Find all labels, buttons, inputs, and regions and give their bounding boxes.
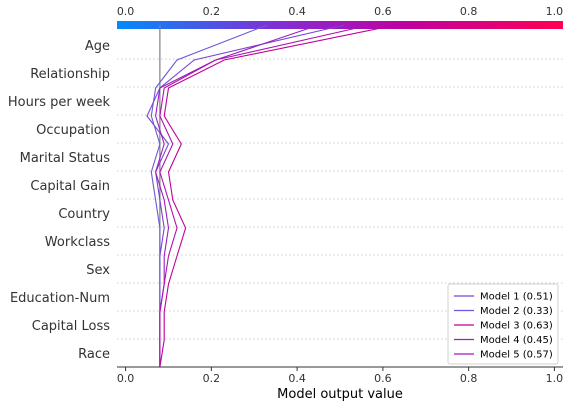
feature-label: Workclass <box>45 235 110 250</box>
model-line-4 <box>155 24 319 367</box>
bottom-tick-label: 0.0 <box>117 372 135 385</box>
model-line-5 <box>159 24 371 367</box>
feature-label: Hours per week <box>8 95 111 110</box>
legend-entry: Model 2 (0.33) <box>480 306 553 317</box>
top-tick-label: 0.0 <box>117 5 135 18</box>
legend-frame <box>447 283 559 365</box>
feature-label: Sex <box>86 263 110 278</box>
bottom-tick-label: 0.8 <box>460 372 478 385</box>
feature-label: Capital Loss <box>32 319 110 334</box>
model-line-2 <box>150 24 268 367</box>
feature-label: Country <box>58 207 110 222</box>
model-lines <box>146 24 396 368</box>
legend-entry: Model 1 (0.51) <box>480 292 553 303</box>
bottom-tick-label: 1.0 <box>546 372 564 385</box>
top-tick-label: 1.0 <box>546 5 564 18</box>
colorbar <box>117 21 563 29</box>
bottom-tick-labels: 0.0 0.2 0.4 0.6 0.8 1.0 <box>117 367 563 385</box>
feature-label: Occupation <box>36 123 110 138</box>
feature-label: Age <box>85 39 110 54</box>
feature-label: Race <box>78 347 110 362</box>
top-tick-label: 0.6 <box>374 5 392 18</box>
legend-entry: Model 4 (0.45) <box>480 335 553 346</box>
top-tick-labels: 0.0 0.2 0.4 0.6 0.8 1.0 <box>117 5 563 18</box>
model-line-1 <box>146 24 345 367</box>
feature-label: Education-Num <box>10 291 110 306</box>
x-axis-label: Model output value <box>277 387 403 402</box>
model-line-3 <box>159 24 396 368</box>
feature-labels: Age Relationship Hours per week Occupation M… <box>8 39 111 362</box>
legend-entry: Model 5 (0.57) <box>480 350 553 361</box>
feature-label: Relationship <box>30 67 110 82</box>
bottom-tick-label: 0.6 <box>374 372 392 385</box>
feature-label: Marital Status <box>20 151 111 166</box>
feature-label: Capital Gain <box>30 179 110 194</box>
top-tick-label: 0.8 <box>460 5 478 18</box>
legend: Model 1 (0.51) Model 2 (0.33) Model 3 (0.6… <box>447 283 559 365</box>
bottom-tick-label: 0.2 <box>203 372 221 385</box>
legend-entry: Model 3 (0.63) <box>480 321 553 332</box>
top-tick-label: 0.2 <box>203 5 221 18</box>
bottom-tick-label: 0.4 <box>288 372 306 385</box>
top-tick-label: 0.4 <box>288 5 306 18</box>
